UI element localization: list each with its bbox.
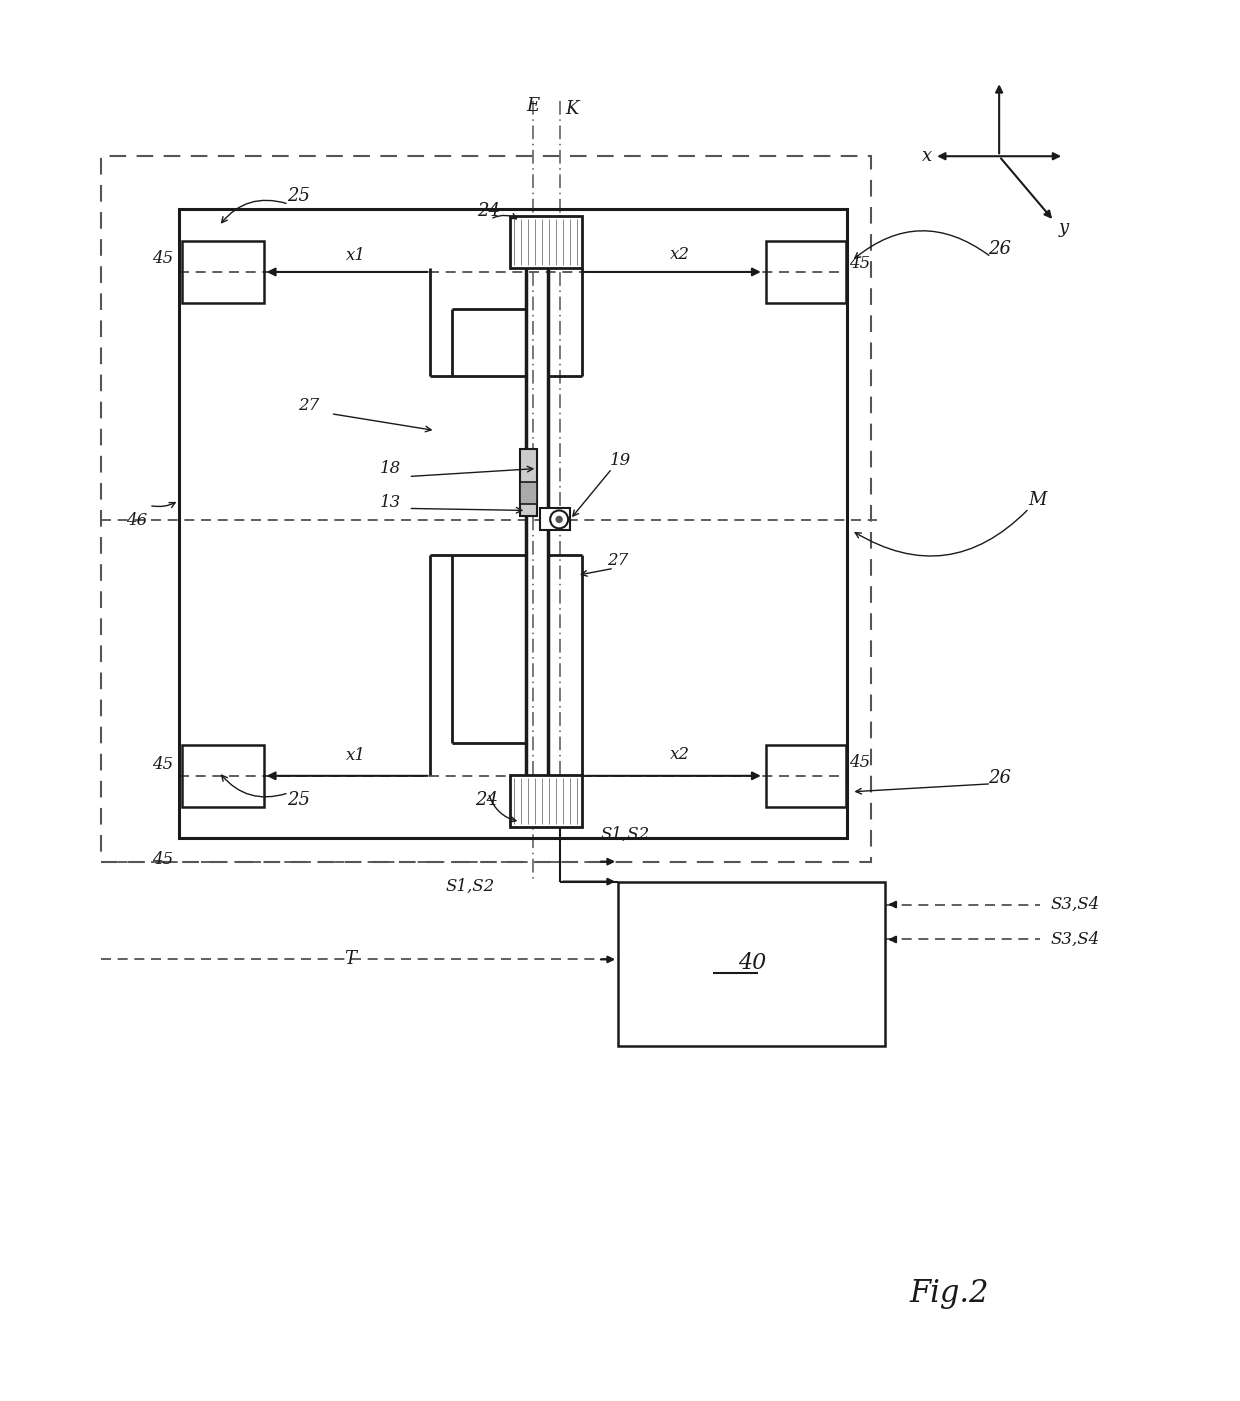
Text: 40: 40 [738,953,766,975]
Text: 25: 25 [288,188,310,205]
Bar [521,448,537,517]
Text: S1,S2: S1,S2 [445,878,495,895]
Text: S3,S4: S3,S4 [1050,897,1100,913]
Text: 13: 13 [379,495,402,511]
Bar [182,745,264,807]
Text: 24: 24 [475,790,497,808]
Bar [765,745,847,807]
Text: S1,S2: S1,S2 [600,827,650,843]
Text: S3,S4: S3,S4 [1050,930,1100,948]
Bar [510,216,582,268]
Bar [182,241,264,303]
Text: 25: 25 [288,790,310,808]
Text: 45: 45 [153,757,174,773]
Text: x1: x1 [346,248,366,265]
Text: 26: 26 [987,240,1011,258]
Text: 27: 27 [298,396,320,415]
Bar [510,775,582,827]
Text: 45: 45 [153,852,174,869]
Text: 45: 45 [849,255,870,272]
Text: x1: x1 [346,747,366,765]
Text: 46: 46 [126,511,148,530]
Text: 18: 18 [379,460,402,476]
Text: 19: 19 [609,453,631,469]
Bar [521,482,537,504]
Text: x2: x2 [670,245,689,262]
Text: 27: 27 [608,552,629,569]
Text: M: M [1028,492,1047,510]
Text: Fig.2: Fig.2 [909,1278,990,1309]
Bar [541,509,570,531]
Text: 24: 24 [477,202,500,220]
Bar [102,157,872,862]
Text: x: x [923,147,932,165]
Bar [765,241,847,303]
Circle shape [557,517,562,523]
Text: K: K [565,101,579,118]
Text: x2: x2 [670,747,689,764]
Bar [618,881,885,1047]
Bar [179,209,847,838]
Text: E: E [527,97,539,115]
Text: 26: 26 [987,769,1011,787]
Text: y: y [1059,219,1069,237]
Text: 45: 45 [849,754,870,772]
Text: 45: 45 [153,251,174,268]
Text: T: T [345,950,357,968]
